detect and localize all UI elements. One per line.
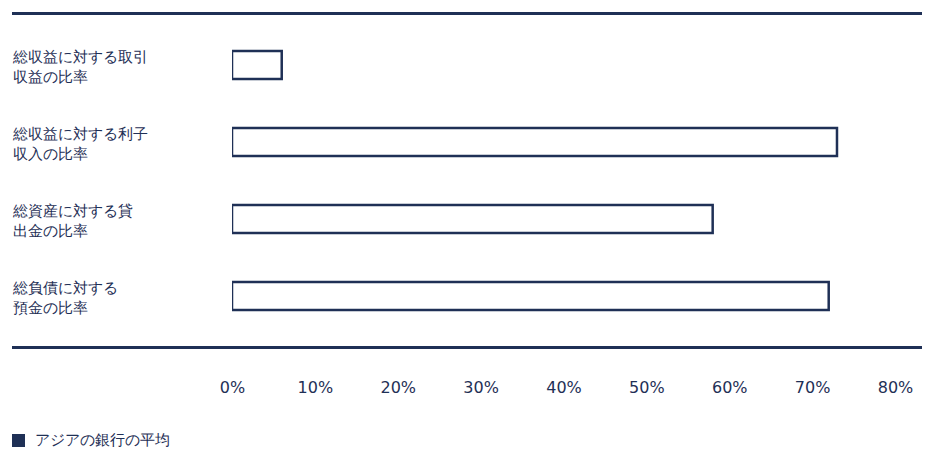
svg-text:総収益に対する利子収入の比率: 総収益に対する利子収入の比率 — [12, 125, 148, 163]
svg-text:60%: 60% — [712, 378, 748, 397]
svg-text:50%: 50% — [629, 378, 665, 397]
svg-text:総負債に対する預金の比率: 総負債に対する預金の比率 — [12, 279, 118, 317]
svg-text:80%: 80% — [878, 378, 914, 397]
svg-text:10%: 10% — [298, 378, 334, 397]
svg-text:40%: 40% — [546, 378, 582, 397]
svg-text:総資産に対する貸出金の比率: 総資産に対する貸出金の比率 — [12, 202, 133, 240]
html-text:アジアの銀行の平均: アジアの銀行の平均 — [35, 431, 170, 449]
svg-text:20%: 20% — [380, 378, 416, 397]
svg-text:0%: 0% — [220, 378, 245, 397]
svg-text:70%: 70% — [795, 378, 831, 397]
svg-text:総収益に対する取引収益の比率: 総収益に対する取引収益の比率 — [12, 48, 148, 86]
svg-text:30%: 30% — [463, 378, 499, 397]
